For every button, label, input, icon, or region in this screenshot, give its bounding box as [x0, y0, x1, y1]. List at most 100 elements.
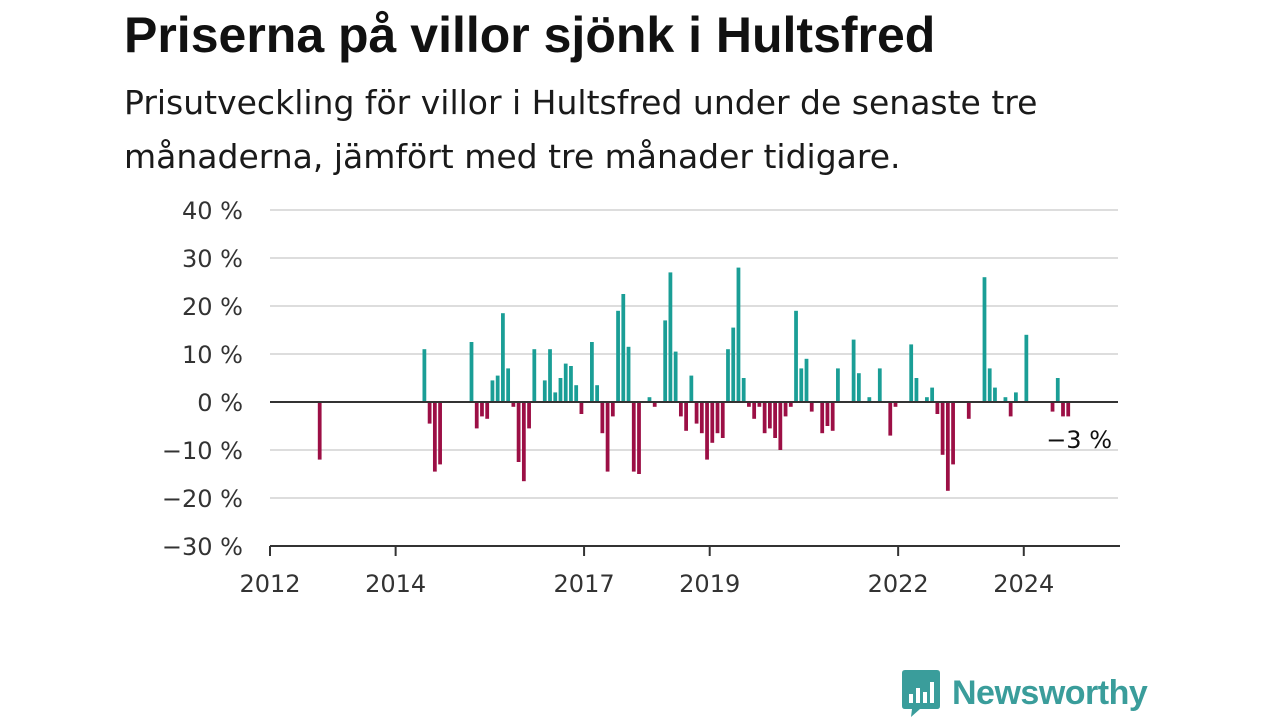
bar: [506, 368, 511, 402]
y-tick-label: 40 %: [182, 197, 243, 225]
bar: [851, 339, 856, 402]
bar: [757, 402, 762, 407]
newsworthy-logo-icon: [902, 670, 940, 717]
y-tick-label: 20 %: [182, 293, 243, 321]
bar: [678, 402, 683, 417]
bar: [705, 402, 709, 460]
y-tick-label: 0 %: [197, 389, 243, 417]
bar: [762, 402, 767, 434]
bar: [621, 294, 626, 402]
bar: [317, 402, 322, 460]
bar: [925, 397, 929, 402]
annotations: −3 %: [1046, 426, 1112, 454]
bar: [432, 402, 437, 472]
bar: [469, 342, 474, 402]
bar: [741, 378, 746, 402]
brand-logo: Newsworthy: [900, 668, 1148, 718]
bar: [820, 402, 825, 434]
bar: [966, 402, 971, 419]
brand-name: Newsworthy: [952, 673, 1148, 712]
bar: [1061, 402, 1065, 417]
bar: [490, 380, 495, 402]
bar: [427, 402, 432, 424]
x-tick-label: 2024: [993, 570, 1054, 598]
bar: [877, 368, 882, 402]
bar: [1050, 402, 1055, 412]
bar: [856, 373, 861, 402]
bar: [569, 366, 573, 402]
bar: [684, 402, 688, 431]
bar: [888, 402, 893, 436]
bar: [553, 392, 558, 402]
bar: [590, 342, 594, 402]
bar: [1008, 402, 1013, 417]
bar: [710, 402, 715, 443]
bar: [501, 313, 505, 402]
bar: [914, 378, 919, 402]
bar: [1003, 397, 1008, 402]
bar: [605, 402, 610, 472]
bar: [951, 402, 955, 465]
x-axis-labels: 2012 2014 2017 2019 2022 2024: [239, 570, 1054, 598]
bar: [809, 402, 814, 412]
bar: [935, 402, 940, 414]
bar: [595, 385, 600, 402]
bar: [909, 344, 914, 402]
bar: [731, 327, 736, 402]
y-tick-label: 10 %: [182, 341, 243, 369]
bar: [788, 402, 793, 407]
bar: [579, 402, 584, 414]
y-tick-label: 30 %: [182, 245, 243, 273]
bar: [668, 272, 673, 402]
bar: [945, 402, 950, 491]
bar: [474, 402, 479, 429]
bar: [673, 351, 678, 402]
bar: [767, 402, 772, 429]
bar: [752, 402, 757, 419]
bar: [736, 267, 741, 402]
bar: [715, 402, 720, 434]
bar: [1024, 334, 1029, 402]
bar: [726, 349, 730, 402]
bar: [558, 378, 563, 402]
bar: [1066, 402, 1071, 417]
bar: [783, 402, 788, 417]
bar: [637, 402, 641, 474]
bar: [438, 402, 442, 465]
bar: [485, 402, 490, 419]
bar: [747, 402, 751, 407]
bar: [516, 402, 521, 462]
bar: [830, 402, 835, 431]
bar: [532, 349, 537, 402]
bar: [930, 387, 935, 402]
x-tick-label: 2014: [365, 570, 426, 598]
x-tick-label: 2017: [554, 570, 615, 598]
x-tick-label: 2022: [868, 570, 929, 598]
x-tick-label: 2012: [239, 570, 300, 598]
chart-title: Priserna på villor sjönk i Hultsfred: [124, 7, 936, 63]
bar: [694, 402, 699, 424]
bar: [804, 358, 809, 402]
bar: [422, 349, 427, 402]
last-value-label: −3 %: [1046, 426, 1112, 454]
bar: [527, 402, 531, 429]
bar: [600, 402, 605, 434]
bar: [993, 387, 997, 402]
bar: [689, 375, 694, 402]
bar: [799, 368, 804, 402]
bar: [626, 346, 631, 402]
axes: [269, 401, 1120, 556]
bar: [1055, 378, 1060, 402]
bar: [663, 320, 668, 402]
bar: [652, 402, 657, 407]
y-tick-label: −10 %: [162, 437, 243, 465]
bars: [317, 267, 1071, 491]
bar: [778, 402, 783, 450]
bar: [631, 402, 636, 472]
bar: [794, 310, 798, 402]
y-axis-labels: 40 % 30 % 20 % 10 % 0 % −10 % −20 % −30 %: [162, 197, 243, 561]
bar: [825, 402, 830, 426]
bar: [480, 402, 484, 417]
bar: [699, 402, 704, 434]
